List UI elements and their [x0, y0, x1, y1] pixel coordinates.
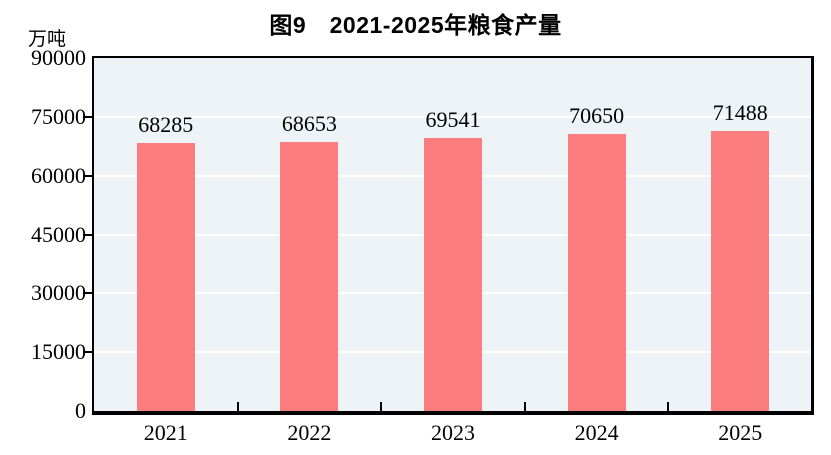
y-axis-tick-label: 90000 [31, 45, 86, 70]
y-axis-tick [83, 115, 92, 118]
y-axis-tick [83, 233, 92, 236]
bar-2024 [567, 134, 626, 411]
y-axis-tick-label: 60000 [31, 162, 86, 188]
y-axis-tick-label: 45000 [31, 221, 86, 247]
y-axis-tick [83, 292, 92, 295]
x-axis-tick-label: 2025 [718, 420, 763, 445]
x-axis-tick [380, 402, 383, 411]
y-axis-unit-label: 万吨 [28, 29, 67, 50]
y-axis-tick [83, 351, 92, 354]
x-axis-tick [523, 402, 526, 411]
y-axis-tick-label: 30000 [31, 280, 86, 306]
x-axis-tick [236, 402, 239, 411]
bar-2021 [136, 143, 195, 411]
bar-value-label: 68285 [138, 112, 194, 137]
bar-value-label: 69541 [425, 107, 481, 132]
x-axis-tick-label: 2024 [574, 420, 619, 445]
gridline [94, 115, 811, 118]
x-axis-tick [667, 402, 670, 411]
x-axis-tick-label: 2022 [287, 420, 332, 445]
bar-2023 [424, 138, 482, 411]
y-axis-tick-label: 0 [75, 398, 86, 423]
bar-value-label: 68653 [281, 111, 337, 136]
bar-value-label: 70650 [569, 103, 625, 128]
y-axis-tick-label: 75000 [31, 103, 86, 129]
y-axis-tick-label: 15000 [31, 339, 86, 365]
chart-title: 图9 2021-2025年粮食产量 [269, 12, 562, 38]
plot-area: 68285 68653 69541 70650 71488 [83, 56, 814, 415]
y-axis-tick [83, 174, 92, 177]
bar-2022 [280, 142, 339, 411]
bar-2025 [711, 131, 770, 411]
x-axis-tick-label: 2023 [431, 420, 475, 445]
bar-value-label: 71488 [712, 100, 768, 125]
x-axis-tick-label: 2021 [143, 420, 188, 445]
